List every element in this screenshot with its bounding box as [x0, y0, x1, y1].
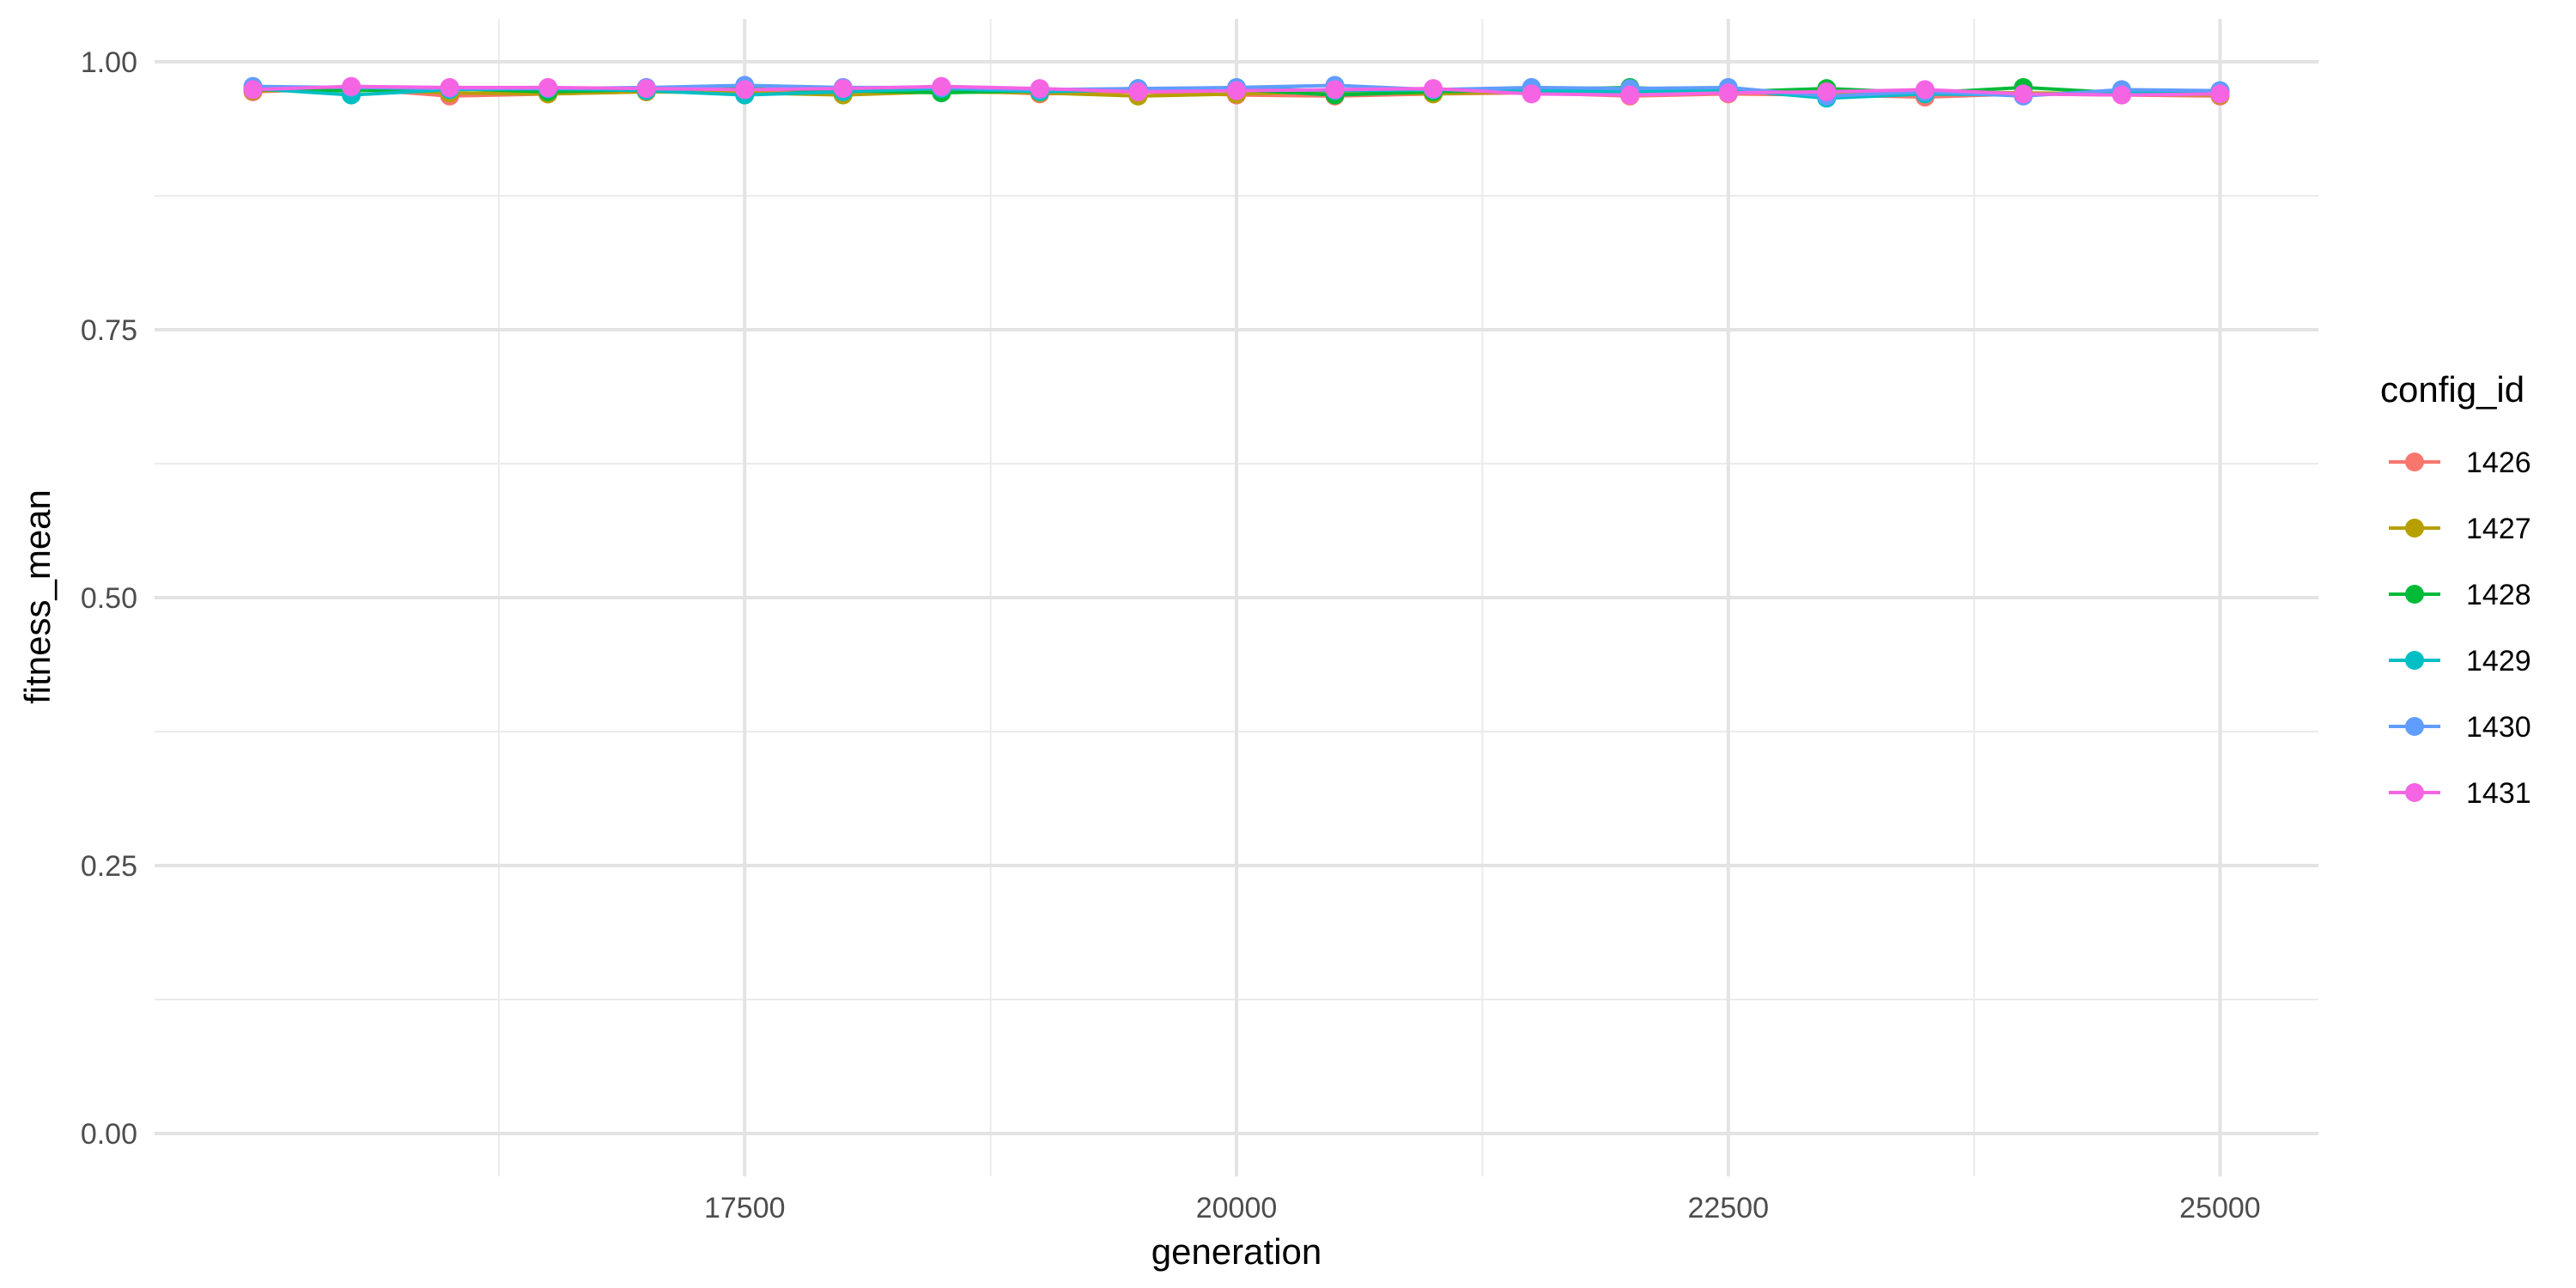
x-tick-label: 25000	[2179, 1192, 2261, 1224]
x-tick-label: 22500	[1687, 1192, 1769, 1224]
data-point-1431	[1227, 81, 1246, 100]
data-point-1431	[1817, 82, 1837, 101]
legend-label: 1428	[2466, 579, 2531, 611]
y-tick-label: 0.25	[81, 850, 137, 883]
legend: config_id 1426 1427 1428 1429 1430 1431	[2380, 369, 2531, 810]
data-point-1431	[1030, 79, 1049, 99]
legend-title: config_id	[2380, 369, 2524, 410]
y-tick-label: 1.00	[81, 46, 137, 79]
legend-label: 1427	[2466, 513, 2531, 545]
data-point-1431	[2014, 84, 2033, 104]
data-point-1431	[932, 76, 951, 96]
axis-layer: 0.00 0.25 0.50 0.75 1.00 17500 20000 22500 25000	[81, 46, 2261, 1224]
data-point-1431	[538, 77, 558, 97]
legend-label: 1429	[2466, 645, 2531, 677]
data-point-1431	[243, 80, 263, 100]
legend-label: 1426	[2466, 447, 2531, 479]
legend-key-point	[2405, 519, 2424, 538]
legend-key-point	[2405, 717, 2424, 736]
data-point-1431	[833, 79, 853, 99]
data-point-1431	[2111, 85, 2131, 105]
data-point-1431	[1915, 80, 1935, 100]
data-point-1431	[342, 76, 361, 96]
x-tick-label: 17500	[704, 1192, 786, 1224]
y-tick-label: 0.50	[81, 582, 137, 615]
legend-key-point	[2405, 585, 2424, 604]
legend-key-point	[2405, 783, 2424, 802]
data-point-1431	[2210, 84, 2230, 104]
data-point-1431	[1718, 83, 1738, 103]
series-layer	[243, 76, 2230, 108]
data-point-1431	[636, 79, 656, 99]
legend-label: 1431	[2466, 777, 2531, 810]
data-point-1431	[1424, 79, 1443, 99]
data-point-1431	[1522, 84, 1541, 104]
data-point-1431	[1128, 82, 1148, 101]
data-point-1431	[440, 77, 459, 97]
x-axis-title: generation	[1151, 1231, 1322, 1272]
data-point-1431	[1325, 80, 1345, 100]
legend-key-point	[2405, 651, 2424, 670]
y-tick-label: 0.75	[81, 314, 137, 347]
legend-key-point	[2405, 453, 2424, 471]
y-axis-title: fitness_mean	[17, 489, 58, 704]
y-tick-label: 0.00	[81, 1118, 137, 1151]
data-point-1431	[735, 80, 755, 100]
legend-label: 1430	[2466, 711, 2531, 744]
grid-layer	[155, 19, 2318, 1176]
x-tick-label: 20000	[1196, 1192, 1278, 1224]
data-point-1431	[1620, 85, 1640, 105]
